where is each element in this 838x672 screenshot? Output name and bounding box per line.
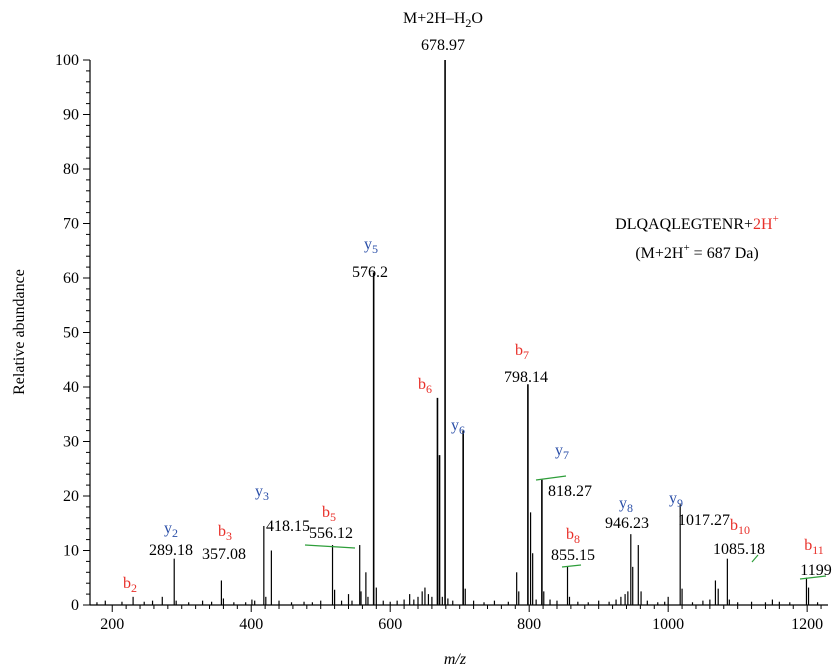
precursor-prefix: M+2H–H bbox=[403, 10, 466, 27]
peak-value-label: 798.14 bbox=[504, 369, 548, 386]
y-tick-label: 80 bbox=[63, 161, 79, 178]
mass-suffix: = 687 Da) bbox=[690, 245, 759, 262]
ion-label: b7 bbox=[515, 342, 529, 362]
peptide-charge-sup: + bbox=[773, 213, 779, 225]
precursor-suffix: O bbox=[471, 10, 483, 27]
label-leader-line bbox=[304, 544, 356, 549]
label-leader-line bbox=[799, 575, 827, 580]
y-tick-label: 60 bbox=[63, 270, 79, 287]
peak-value-label: 946.23 bbox=[605, 515, 649, 532]
ion-label: y6 bbox=[451, 417, 465, 437]
ion-label: b8 bbox=[566, 526, 580, 546]
y-tick-label: 50 bbox=[63, 325, 79, 342]
peptide-main: DLQAQLEGTENR+ bbox=[615, 216, 753, 233]
y-tick-label: 70 bbox=[63, 216, 79, 233]
label-leader-line bbox=[561, 564, 582, 568]
y-tick-label: 0 bbox=[71, 597, 79, 614]
mass-prefix: (M+2H bbox=[635, 245, 684, 262]
mass-sup: + bbox=[683, 242, 689, 254]
peak-value-label: 1199 bbox=[800, 562, 831, 579]
peptide-sequence-label: DLQAQLEGTENR+2H+ bbox=[615, 213, 779, 233]
peptide-charge: 2H bbox=[753, 216, 773, 233]
precursor-mass-label: (M+2H+ = 687 Da) bbox=[635, 242, 758, 262]
peak-value-label: 855.15 bbox=[551, 547, 595, 564]
ion-label: y7 bbox=[555, 442, 569, 462]
ion-label: b3 bbox=[218, 523, 232, 543]
x-axis-title: m/z bbox=[444, 651, 467, 668]
x-tick-label: 1200 bbox=[791, 616, 823, 633]
ticks-layer: 200 400 600 800 1000 1200 0 10 20 30 40 50 60 70 80 90 1… bbox=[55, 52, 823, 633]
ion-label: y3 bbox=[255, 483, 269, 503]
peak-value-label: 818.27 bbox=[548, 483, 592, 500]
y-tick-label: 40 bbox=[63, 379, 79, 396]
y-tick-label: 100 bbox=[55, 52, 79, 69]
y-tick-label: 90 bbox=[63, 107, 79, 124]
labels-layer: 678.97 576.2 y5 798.14 b7 b6 y6 818.27 y7 1017.27… bbox=[123, 37, 832, 595]
x-tick-label: 400 bbox=[239, 616, 263, 633]
x-tick-label: 200 bbox=[100, 616, 124, 633]
ion-label: y5 bbox=[364, 236, 378, 256]
peak-value-label: 678.97 bbox=[421, 37, 465, 54]
ion-label: b2 bbox=[123, 575, 137, 595]
ion-label: b5 bbox=[322, 504, 336, 524]
y-tick-label: 20 bbox=[63, 488, 79, 505]
x-tick-label: 600 bbox=[378, 616, 402, 633]
peak-value-label: 418.15 bbox=[266, 518, 310, 535]
ion-label: b6 bbox=[418, 376, 432, 396]
ion-label: y2 bbox=[164, 520, 178, 540]
peak-value-label: 1085.18 bbox=[713, 541, 765, 558]
y-tick-label: 10 bbox=[63, 543, 79, 560]
x-tick-label: 1000 bbox=[652, 616, 684, 633]
peak-value-label: 1017.27 bbox=[678, 512, 730, 529]
x-tick-label: 800 bbox=[517, 616, 541, 633]
label-leader-line bbox=[751, 554, 759, 563]
ion-label: y8 bbox=[619, 495, 633, 515]
y-axis-title: Relative abundance bbox=[11, 269, 28, 395]
label-leader-line bbox=[535, 475, 567, 481]
y-tick-label: 30 bbox=[63, 434, 79, 451]
ion-label: b10 bbox=[730, 517, 750, 537]
precursor-sub: 2 bbox=[465, 16, 471, 30]
peak-value-label: 357.08 bbox=[202, 546, 246, 563]
ion-label: y9 bbox=[669, 490, 683, 510]
peak-value-label: 289.18 bbox=[149, 542, 193, 559]
peak-value-label: 576.2 bbox=[352, 264, 388, 281]
precursor-annotation: M+2H–H2O bbox=[403, 10, 483, 30]
peaks-layer bbox=[96, 60, 819, 605]
ion-label: b11 bbox=[804, 537, 824, 557]
peak-value-label: 556.12 bbox=[309, 525, 353, 542]
